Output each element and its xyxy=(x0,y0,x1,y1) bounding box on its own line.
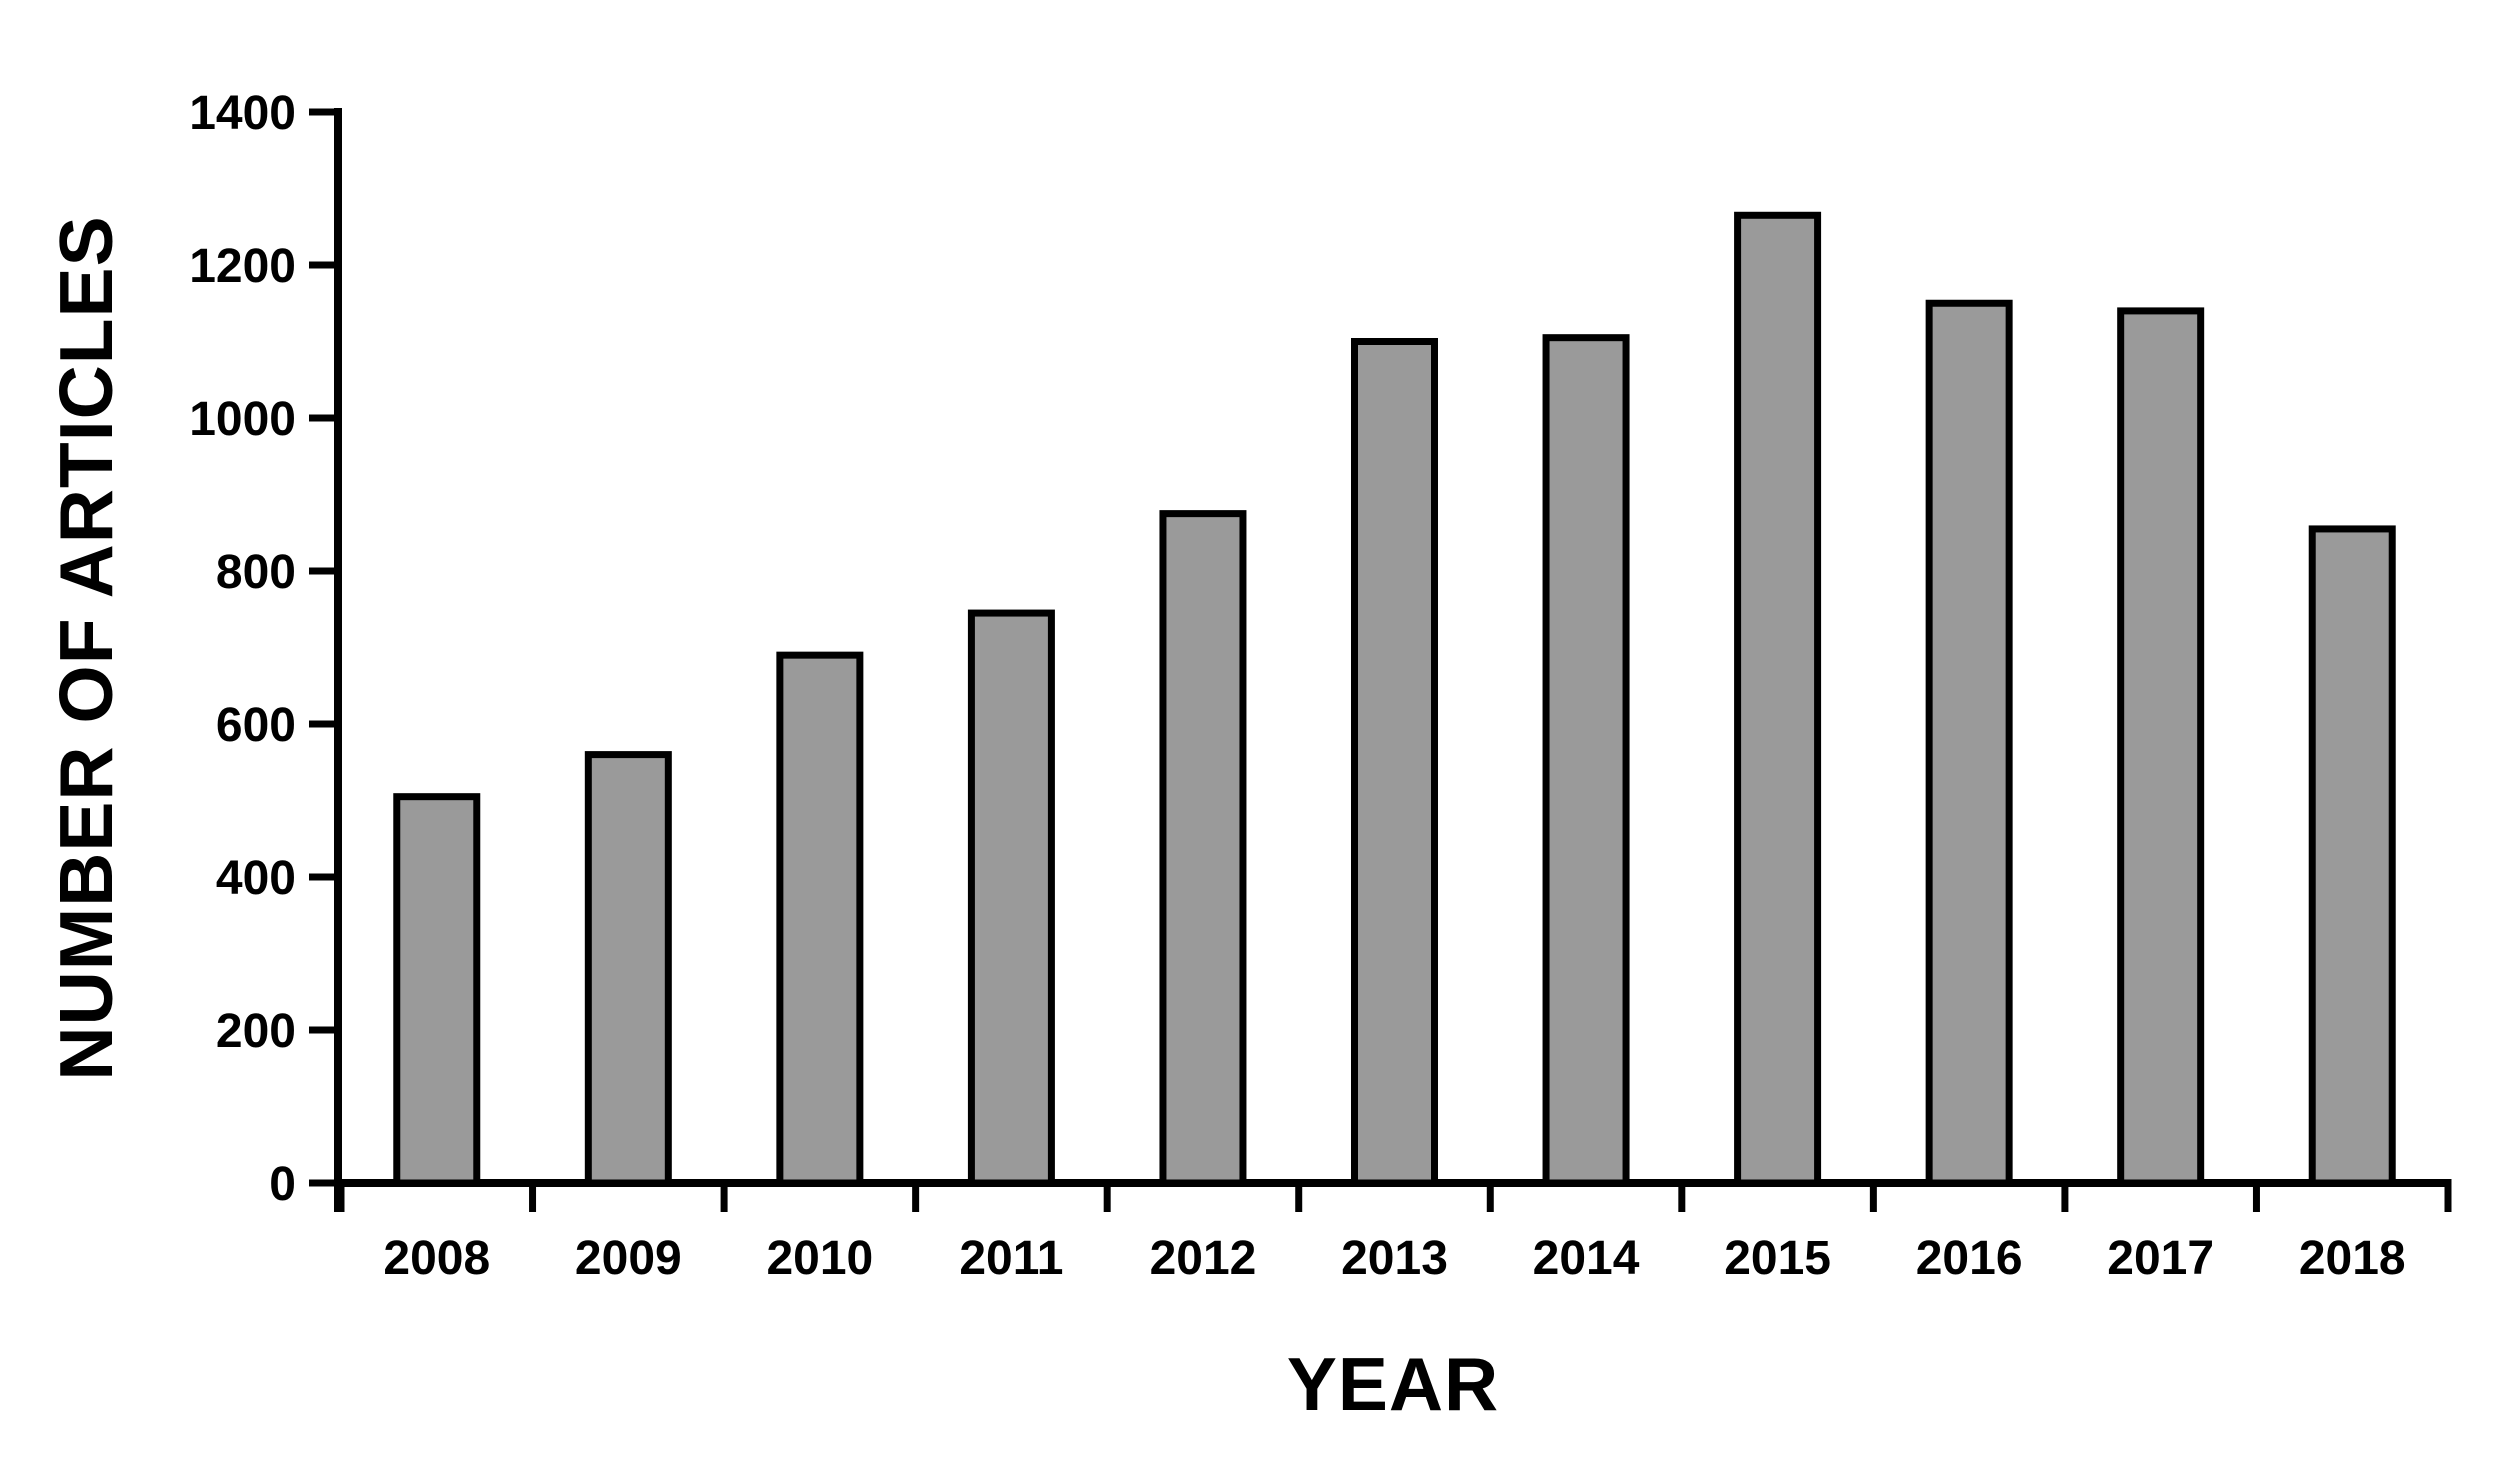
y-tick-label: 0 xyxy=(269,1158,296,1211)
y-axis-title: NUMBER OF ARTICLES xyxy=(44,215,128,1080)
x-tick-label: 2010 xyxy=(766,1232,873,1285)
bar-2015 xyxy=(1734,211,1822,1187)
y-tick-labels: 0 200 400 600 800 1000 1200 1400 xyxy=(189,87,296,1211)
x-tick-label: 2018 xyxy=(2299,1232,2406,1285)
y-tick-label: 400 xyxy=(216,852,296,905)
x-tick-labels: 2008 2009 2010 2011 2012 2013 2014 2015 2016 2017… xyxy=(383,1232,2405,1285)
x-tick-label: 2014 xyxy=(1533,1232,1640,1285)
x-tick-label: 2008 xyxy=(383,1232,490,1285)
bar-2008 xyxy=(393,793,481,1187)
bar-2014 xyxy=(1542,334,1630,1187)
y-tick-label: 800 xyxy=(216,546,296,599)
bar-2010 xyxy=(776,651,864,1187)
x-axis xyxy=(334,1179,2452,1212)
y-tick-label: 1000 xyxy=(189,393,296,446)
bar-2012 xyxy=(1159,510,1247,1187)
y-tick-label: 1200 xyxy=(189,240,296,293)
x-axis-title: YEAR xyxy=(1287,1342,1499,1426)
y-tick-label: 600 xyxy=(216,699,296,752)
x-tick-label: 2017 xyxy=(2107,1232,2214,1285)
x-tick-label: 2013 xyxy=(1341,1232,1448,1285)
bar-2013 xyxy=(1351,338,1438,1187)
bar-2018 xyxy=(2308,525,2396,1187)
x-tick-label: 2012 xyxy=(1150,1232,1257,1285)
bars-group xyxy=(393,211,2396,1187)
x-tick-label: 2015 xyxy=(1724,1232,1831,1285)
x-tick-label: 2016 xyxy=(1916,1232,2023,1285)
bar-2016 xyxy=(1925,299,2013,1187)
bar-2017 xyxy=(2117,307,2205,1187)
y-tick-label: 1400 xyxy=(189,87,296,140)
y-tick-label: 200 xyxy=(216,1005,296,1058)
x-tick-label: 2011 xyxy=(959,1232,1063,1285)
x-tick-label: 2009 xyxy=(575,1232,682,1285)
bar-2011 xyxy=(967,609,1055,1187)
bar-2009 xyxy=(584,751,672,1187)
y-axis xyxy=(309,108,342,1212)
